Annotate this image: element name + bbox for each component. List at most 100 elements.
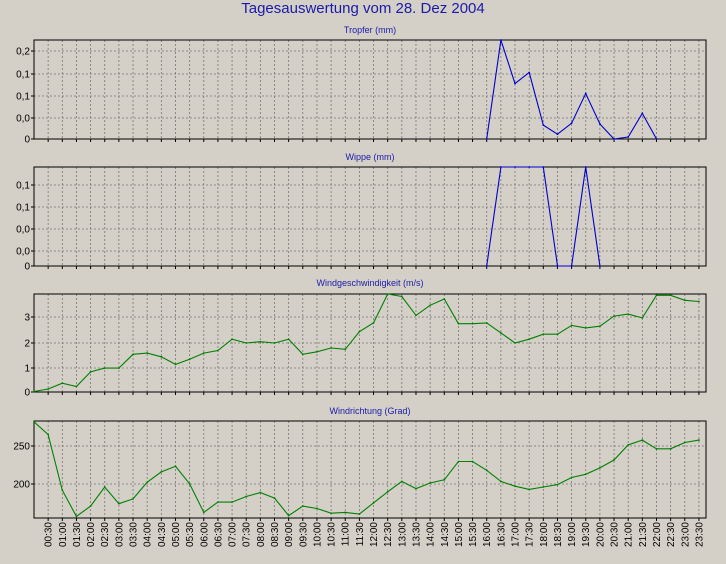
data-point [287, 514, 290, 517]
x-tick-label: 06:30 [213, 522, 224, 547]
data-point [443, 298, 446, 300]
data-point [160, 355, 163, 358]
data-point [75, 515, 78, 518]
data-point [330, 512, 332, 515]
data-point [132, 353, 134, 356]
data-point [669, 447, 672, 450]
data-point [655, 447, 658, 450]
data-point [132, 498, 134, 500]
data-point [627, 443, 630, 446]
data-point [217, 501, 219, 503]
x-tick-label: 23:30 [694, 522, 705, 547]
x-tick-label: 20:30 [610, 522, 621, 547]
y-tick-label: 2 [24, 339, 30, 350]
series-line [33, 293, 699, 393]
data-point [485, 321, 488, 324]
data-point [330, 347, 332, 349]
data-point [485, 138, 488, 140]
data-point [570, 476, 573, 479]
panel-title: Windrichtung (Grad) [329, 406, 410, 416]
data-point [683, 299, 686, 302]
data-point [160, 470, 163, 473]
data-point [584, 166, 587, 168]
data-point [231, 501, 233, 503]
x-tick-label: 07:30 [242, 522, 253, 547]
data-point [471, 322, 474, 325]
data-point [641, 316, 644, 319]
data-point [698, 439, 700, 441]
x-tick-label: 22:00 [652, 522, 663, 547]
x-tick-label: 19:30 [581, 522, 592, 547]
x-tick-label: 13:00 [397, 522, 408, 547]
x-tick-label: 20:00 [595, 522, 606, 547]
data-point [570, 324, 573, 327]
chart-panel-2: Wippe (mm) 0,1 0,1 0,0 0,0 0 [16, 152, 707, 273]
data-point [598, 325, 601, 328]
data-point [245, 342, 248, 344]
y-tick-label: 0,0 [16, 225, 30, 236]
plot-frame [33, 420, 707, 519]
data-point [570, 122, 573, 125]
data-point [471, 460, 474, 463]
data-point [598, 265, 601, 267]
data-point [103, 486, 106, 488]
data-point [372, 321, 375, 324]
x-tick-label: 15:00 [454, 522, 465, 547]
data-point [457, 322, 460, 325]
page-title: Tagesauswertung vom 28. Dez 2004 [241, 0, 485, 17]
data-point [499, 39, 502, 41]
data-point [217, 349, 219, 352]
data-point [627, 136, 630, 138]
data-point [117, 367, 120, 370]
y-tick-label: 3 [24, 313, 30, 324]
data-point [556, 483, 559, 486]
x-tick-label: 14:30 [440, 522, 451, 547]
plot-area [34, 421, 706, 518]
x-tick-label: 05:00 [171, 522, 182, 547]
data-point [598, 123, 601, 125]
y-tick-label: 0,1 [16, 70, 30, 81]
data-point [514, 166, 516, 168]
x-tick-label: 14:00 [426, 522, 437, 547]
x-tick-label: 02:30 [100, 522, 111, 547]
x-tick-label: 12:00 [369, 522, 380, 547]
data-point [542, 166, 545, 168]
data-point [655, 294, 658, 297]
x-tick-label: 23:00 [680, 522, 691, 547]
data-point [613, 315, 615, 318]
y-tick-label: 1 [24, 364, 30, 375]
data-point [669, 294, 672, 297]
data-point [103, 367, 106, 370]
data-point [556, 333, 559, 336]
data-point [47, 388, 50, 390]
x-tick-label: 12:30 [383, 522, 394, 547]
data-point [443, 478, 446, 481]
data-point [61, 489, 64, 492]
data-point [400, 295, 403, 298]
x-tick-label: 18:00 [539, 522, 550, 547]
series-line [33, 421, 699, 518]
data-point [344, 348, 347, 351]
x-tick-label: 22:30 [666, 522, 677, 547]
data-point [358, 513, 361, 515]
data-point [372, 501, 375, 504]
chart-panel-1: Tropfer (mm) 0,2 0,1 0,1 0,0 0 [16, 25, 707, 146]
x-tick-label: 06:00 [199, 522, 210, 547]
data-point [75, 385, 78, 388]
data-point [202, 352, 205, 354]
y-tick-label: 0,0 [16, 247, 30, 258]
data-point [542, 486, 545, 488]
panel-title: Wippe (mm) [346, 152, 395, 162]
x-tick-label: 04:00 [143, 522, 154, 547]
x-tick-label: 16:30 [496, 522, 507, 547]
data-point [273, 342, 276, 344]
x-tick-label: 16:00 [482, 522, 493, 547]
x-tick-label: 11:30 [355, 522, 366, 547]
data-point [584, 473, 587, 476]
x-tick-label: 21:00 [624, 522, 635, 547]
data-point [485, 265, 488, 267]
data-point [117, 502, 120, 505]
y-tick-label: 0,0 [16, 114, 30, 125]
